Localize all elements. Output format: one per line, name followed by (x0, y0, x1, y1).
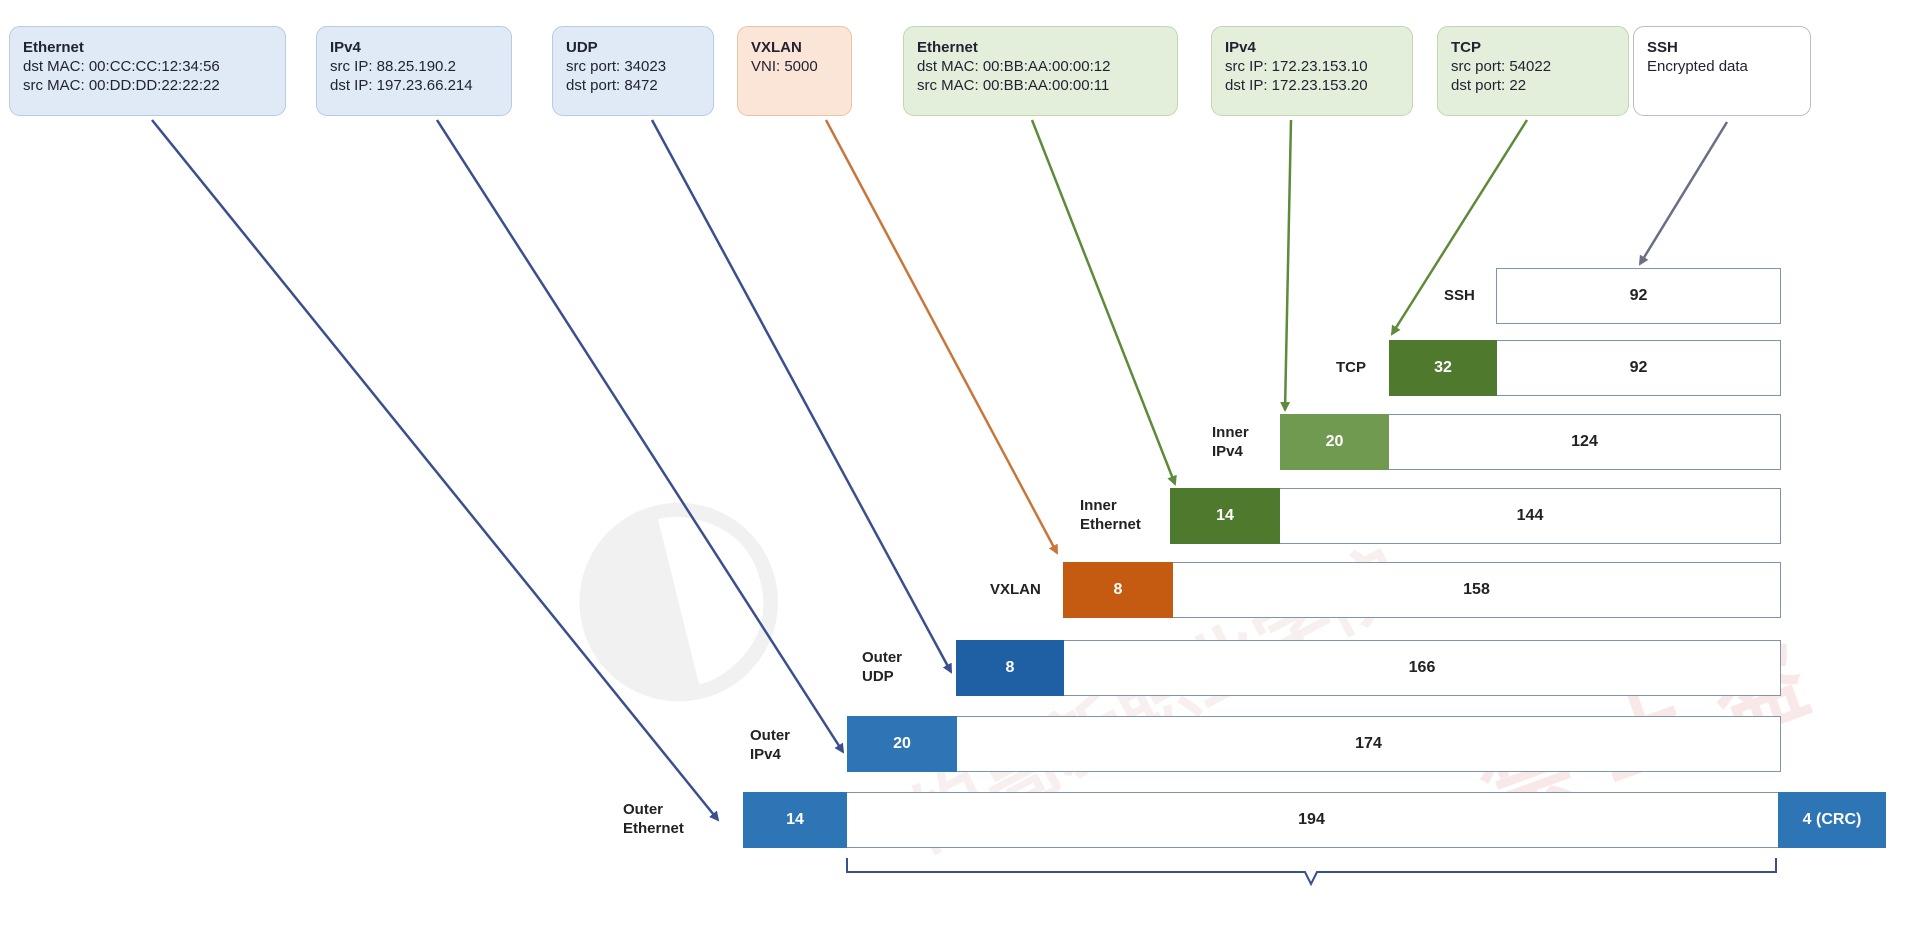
layer-label-inner-ethernet: Inner Ethernet (1080, 497, 1141, 533)
header-tcp: TCP src port: 54022 dst port: 22 (1437, 26, 1629, 116)
header-title: UDP (566, 39, 598, 56)
layer-label-vxlan: VXLAN (990, 581, 1041, 598)
header-outer-ethernet: Ethernet dst MAC: 00:CC:CC:12:34:56 src … (9, 26, 286, 116)
payload-size: 158 (1463, 581, 1490, 598)
layer-inner-ethernet: 14 144 (1170, 488, 1781, 544)
header-title: TCP (1451, 39, 1481, 56)
arrow-inner-ipv4 (1280, 119, 1293, 412)
header-line: src IP: 88.25.190.2 (330, 58, 456, 75)
arrow-vxlan (824, 119, 1059, 555)
header-outer-udp: UDP src port: 34023 dst port: 8472 (552, 26, 714, 116)
header-line: src MAC: 00:BB:AA:00:00:11 (917, 77, 1110, 94)
header-line: dst MAC: 00:CC:CC:12:34:56 (23, 58, 220, 75)
layer-label-tcp: TCP (1336, 359, 1366, 376)
arrow-outer-ipv4 (435, 119, 845, 754)
layer-label-inner-ipv4: Inner IPv4 (1212, 424, 1249, 460)
arrow-ssh (1638, 121, 1729, 266)
arrow-tcp (1390, 119, 1529, 336)
header-inner-ipv4: IPv4 src IP: 172.23.153.10 dst IP: 172.2… (1211, 26, 1413, 116)
payload-size: 124 (1571, 433, 1598, 450)
header-line: VNI: 5000 (751, 58, 818, 75)
layer-outer-ipv4: 20 174 (847, 716, 1781, 772)
header-line: src IP: 172.23.153.10 (1225, 58, 1368, 75)
payload-size: 174 (1355, 735, 1382, 752)
header-title: SSH (1647, 39, 1678, 56)
header-segment-tcp: 32 (1389, 340, 1497, 396)
header-line: src MAC: 00:DD:DD:22:22:22 (23, 77, 220, 94)
layer-label-outer-ipv4: Outer IPv4 (750, 727, 791, 763)
payload-size: 92 (1629, 287, 1648, 304)
layer-vxlan: 8 158 (1063, 562, 1781, 618)
arrow-outer-ethernet (151, 119, 720, 822)
header-title: Ethernet (917, 39, 978, 56)
header-line: src port: 34023 (566, 58, 667, 75)
header-line: src port: 54022 (1451, 58, 1552, 75)
header-segment-outer-udp: 8 (956, 640, 1064, 696)
header-line: dst IP: 172.23.153.20 (1225, 77, 1368, 94)
layer-label-ssh: SSH (1444, 287, 1475, 304)
header-title: IPv4 (330, 39, 361, 56)
header-inner-ethernet: Ethernet dst MAC: 00:BB:AA:00:00:12 src … (903, 26, 1178, 116)
layer-ssh: 92 (1496, 268, 1781, 324)
header-line: Encrypted data (1647, 58, 1748, 75)
header-segment-outer-ipv4: 20 (847, 716, 957, 772)
layer-outer-ethernet: 14 194 4 (CRC) (743, 792, 1886, 848)
payload-size: 92 (1629, 359, 1648, 376)
header-segment-inner-ipv4: 20 (1280, 414, 1389, 470)
header-title: IPv4 (1225, 39, 1256, 56)
layer-label-outer-udp: Outer UDP (862, 649, 903, 685)
header-line: dst port: 8472 (566, 77, 658, 94)
header-segment-inner-ethernet: 14 (1170, 488, 1280, 544)
header-ssh: SSH Encrypted data (1633, 26, 1811, 116)
layer-label-outer-ethernet: Outer Ethernet (623, 801, 684, 837)
payload-size: 166 (1408, 659, 1436, 676)
payload-size: 194 (1298, 811, 1325, 828)
layer-inner-ipv4: 20 124 (1280, 414, 1781, 470)
payload-size: 144 (1516, 507, 1544, 524)
trailer-crc: 4 (CRC) (1778, 792, 1886, 848)
layer-tcp: 32 92 (1389, 340, 1781, 396)
header-line: dst port: 22 (1451, 77, 1527, 94)
header-vxlan: VXLAN VNI: 5000 (737, 26, 852, 116)
header-title: Ethernet (23, 39, 84, 56)
payload-brace (846, 858, 1777, 887)
arrow-outer-udp (650, 119, 953, 674)
header-line: dst IP: 197.23.66.214 (330, 77, 473, 94)
header-segment-vxlan: 8 (1063, 562, 1173, 618)
header-title: VXLAN (751, 39, 802, 56)
layer-outer-udp: 8 166 (956, 640, 1781, 696)
header-line: dst MAC: 00:BB:AA:00:00:12 (917, 58, 1111, 75)
header-segment-outer-ethernet: 14 (743, 792, 847, 848)
arrow-inner-ethernet (1030, 119, 1177, 486)
header-outer-ipv4: IPv4 src IP: 88.25.190.2 dst IP: 197.23.… (316, 26, 512, 116)
